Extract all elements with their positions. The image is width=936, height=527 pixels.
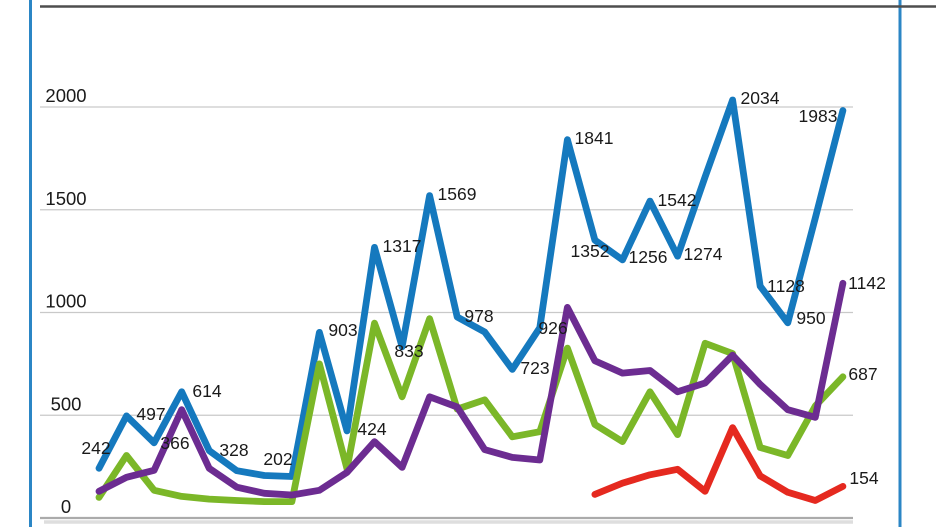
point-label-950: 950 [796,308,825,328]
point-label-242: 242 [81,438,110,458]
red-series-line [591,424,847,504]
purple-series-line [95,279,847,499]
point-label-154: 154 [849,468,878,488]
blue-series-line [95,96,847,480]
chart-frame [29,0,936,527]
green-series-line [95,315,847,506]
point-label-833: 833 [394,341,423,361]
data-point-labels: 242 497 366 614 328 202 903 424 1317 833 1569 978 72… [81,88,885,488]
point-label-328: 328 [219,440,248,460]
y-tick-label-1000: 1000 [45,291,86,312]
point-label-1542: 1542 [658,190,697,210]
point-label-1274: 1274 [684,244,723,264]
point-label-1983: 1983 [799,106,838,126]
y-tick-label-1500: 1500 [45,188,86,209]
point-label-1317: 1317 [383,236,422,256]
point-label-1841: 1841 [575,128,614,148]
point-label-2034: 2034 [741,88,780,108]
chart-series [95,96,847,506]
point-label-366: 366 [160,433,189,453]
point-label-1256: 1256 [629,247,668,267]
point-label-687: 687 [848,364,877,384]
point-label-1128: 1128 [767,276,805,296]
point-label-202: 202 [263,449,292,469]
point-label-926: 926 [538,318,567,338]
point-label-614: 614 [192,381,221,401]
point-label-424: 424 [357,419,386,439]
y-tick-label-500: 500 [51,393,82,414]
point-label-1142: 1142 [848,273,886,293]
y-tick-label-0: 0 [61,496,71,517]
y-tick-label-2000: 2000 [45,85,86,106]
point-label-497: 497 [136,404,165,424]
point-label-1352: 1352 [571,241,610,261]
point-label-978: 978 [464,306,493,326]
point-label-723: 723 [520,358,549,378]
y-axis-tick-labels: 0 500 1000 1500 2000 [45,85,86,517]
point-label-1569: 1569 [438,184,477,204]
point-label-903: 903 [328,320,357,340]
